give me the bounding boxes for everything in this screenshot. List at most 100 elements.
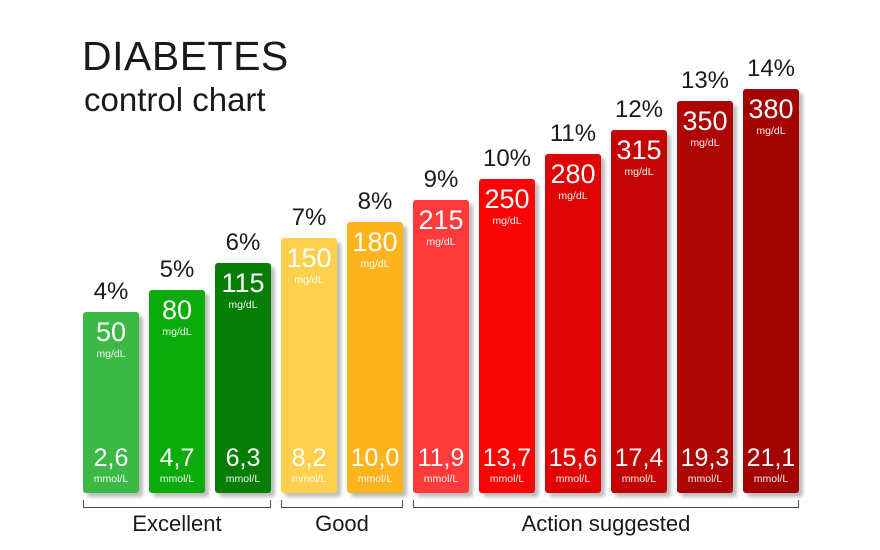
mg-dl-unit-label: mg/dL (228, 299, 258, 311)
mmol-cell: 2,6 mmol/L (93, 443, 129, 485)
mg-dl-unit-label: mg/dL (360, 258, 390, 270)
mmol-unit-label: mmol/L (621, 472, 657, 485)
mg-dl-cell: 215 mg/dL (418, 207, 463, 248)
group-bracket (281, 500, 403, 508)
mg-dl-cell: 80 mg/dL (162, 297, 192, 338)
hba1c-percent-label: 10% (482, 145, 532, 172)
mmol-value: 17,4 (614, 443, 664, 472)
mg-dl-unit-label: mg/dL (756, 125, 786, 137)
mg-dl-cell: 250 mg/dL (484, 186, 529, 227)
hba1c-percent-label: 7% (291, 204, 327, 231)
bar-column: 6% 115 mg/dL 6,3 mmol/L (215, 55, 271, 493)
mg-dl-value: 250 (484, 184, 530, 214)
bar-column: 10% 250 mg/dL 13,7 mmol/L (479, 55, 535, 493)
mmol-value: 2,6 (93, 443, 129, 472)
hba1c-percent-label: 12% (614, 96, 664, 123)
mg-dl-unit-label: mg/dL (426, 236, 456, 248)
mg-dl-unit-label: mg/dL (96, 348, 126, 360)
mmol-unit-label: mmol/L (291, 472, 327, 485)
mg-dl-value: 150 (286, 243, 332, 273)
mmol-value: 10,0 (350, 443, 400, 472)
mmol-unit-label: mmol/L (555, 472, 591, 485)
mmol-cell: 21,1 mmol/L (746, 443, 796, 485)
hba1c-percent-label: 14% (746, 55, 796, 82)
mmol-value: 8,2 (291, 443, 327, 472)
chart-title-main: DIABETES (82, 33, 289, 79)
mmol-cell: 19,3 mmol/L (680, 443, 730, 485)
mg-dl-cell: 380 mg/dL (748, 96, 793, 137)
mmol-cell: 6,3 mmol/L (225, 443, 261, 485)
mg-dl-unit-label: mg/dL (492, 215, 522, 227)
mmol-cell: 13,7 mmol/L (482, 443, 532, 485)
bar-column: 5% 80 mg/dL 4,7 mmol/L (149, 55, 205, 493)
group-bracket (83, 500, 271, 508)
hba1c-percent-label: 5% (159, 256, 195, 283)
glucose-bar: 115 mg/dL 6,3 mmol/L (215, 263, 271, 493)
mg-dl-cell: 50 mg/dL (96, 319, 126, 360)
group-label: Excellent (132, 511, 222, 536)
mmol-unit-label: mmol/L (489, 472, 525, 485)
mmol-value: 13,7 (482, 443, 532, 472)
mg-dl-value: 180 (352, 227, 398, 257)
glucose-bar: 350 mg/dL 19,3 mmol/L (677, 101, 733, 493)
mg-dl-cell: 350 mg/dL (682, 108, 727, 149)
bar-column: 14% 380 mg/dL 21,1 mmol/L (743, 55, 799, 493)
bar-column: 12% 315 mg/dL 17,4 mmol/L (611, 55, 667, 493)
mg-dl-value: 215 (418, 205, 464, 235)
mg-dl-unit-label: mg/dL (162, 326, 192, 338)
mmol-cell: 8,2 mmol/L (291, 443, 327, 485)
hba1c-percent-label: 13% (680, 67, 730, 94)
bar-column: 9% 215 mg/dL 11,9 mmol/L (413, 55, 469, 493)
mmol-value: 6,3 (225, 443, 261, 472)
glucose-bar: 215 mg/dL 11,9 mmol/L (413, 200, 469, 493)
bar-column: 8% 180 mg/dL 10,0 mmol/L (347, 55, 403, 493)
mmol-value: 21,1 (746, 443, 796, 472)
chart-title-sub: control chart (84, 81, 266, 118)
mmol-unit-label: mmol/L (423, 472, 459, 485)
glucose-bar: 280 mg/dL 15,6 mmol/L (545, 154, 601, 493)
mmol-unit-label: mmol/L (225, 472, 261, 485)
hba1c-percent-label: 9% (423, 166, 459, 193)
mmol-cell: 10,0 mmol/L (350, 443, 400, 485)
mmol-unit-label: mmol/L (687, 472, 723, 485)
bar-column: 13% 350 mg/dL 19,3 mmol/L (677, 55, 733, 493)
mg-dl-value: 315 (616, 135, 662, 165)
bar-column: 11% 280 mg/dL 15,6 mmol/L (545, 55, 601, 493)
mg-dl-value: 50 (95, 317, 127, 347)
mg-dl-value: 350 (682, 106, 728, 136)
glucose-bar: 380 mg/dL 21,1 mmol/L (743, 89, 799, 493)
mg-dl-cell: 180 mg/dL (352, 229, 397, 270)
hba1c-percent-label: 4% (93, 278, 129, 305)
hba1c-percent-label: 11% (549, 120, 597, 147)
mg-dl-unit-label: mg/dL (294, 274, 324, 286)
chart-title: DIABETES control chart (82, 36, 289, 119)
mmol-unit-label: mmol/L (357, 472, 393, 485)
mg-dl-value: 115 (221, 268, 265, 298)
mmol-unit-label: mmol/L (93, 472, 129, 485)
glucose-bar: 50 mg/dL 2,6 mmol/L (83, 312, 139, 493)
bar-column: 4% 50 mg/dL 2,6 mmol/L (83, 55, 139, 493)
mg-dl-unit-label: mg/dL (558, 190, 588, 202)
group-label: Action suggested (521, 511, 691, 536)
mmol-value: 19,3 (680, 443, 730, 472)
mg-dl-unit-label: mg/dL (624, 166, 654, 178)
hba1c-percent-label: 8% (357, 188, 393, 215)
mmol-cell: 11,9 mmol/L (417, 443, 465, 485)
mmol-cell: 4,7 mmol/L (159, 443, 195, 485)
glucose-bar: 250 mg/dL 13,7 mmol/L (479, 179, 535, 493)
mmol-cell: 15,6 mmol/L (549, 445, 598, 485)
mg-dl-cell: 315 mg/dL (616, 137, 661, 178)
mmol-value: 4,7 (159, 443, 195, 472)
group-label: Good (315, 511, 369, 536)
glucose-bar: 180 mg/dL 10,0 mmol/L (347, 222, 403, 493)
bars-row: 4% 50 mg/dL 2,6 mmol/L 5% 80 mg/dL 4,7 mmol/L 6% 11… (83, 55, 799, 493)
glucose-bar: 315 mg/dL 17,4 mmol/L (611, 130, 667, 493)
mg-dl-value: 280 (550, 159, 596, 189)
bar-column: 7% 150 mg/dL 8,2 mmol/L (281, 55, 337, 493)
mg-dl-value: 80 (161, 295, 193, 325)
glucose-bar: 150 mg/dL 8,2 mmol/L (281, 238, 337, 493)
mmol-value: 11,9 (417, 443, 465, 472)
mmol-unit-label: mmol/L (159, 472, 195, 485)
group-bracket (413, 500, 799, 508)
